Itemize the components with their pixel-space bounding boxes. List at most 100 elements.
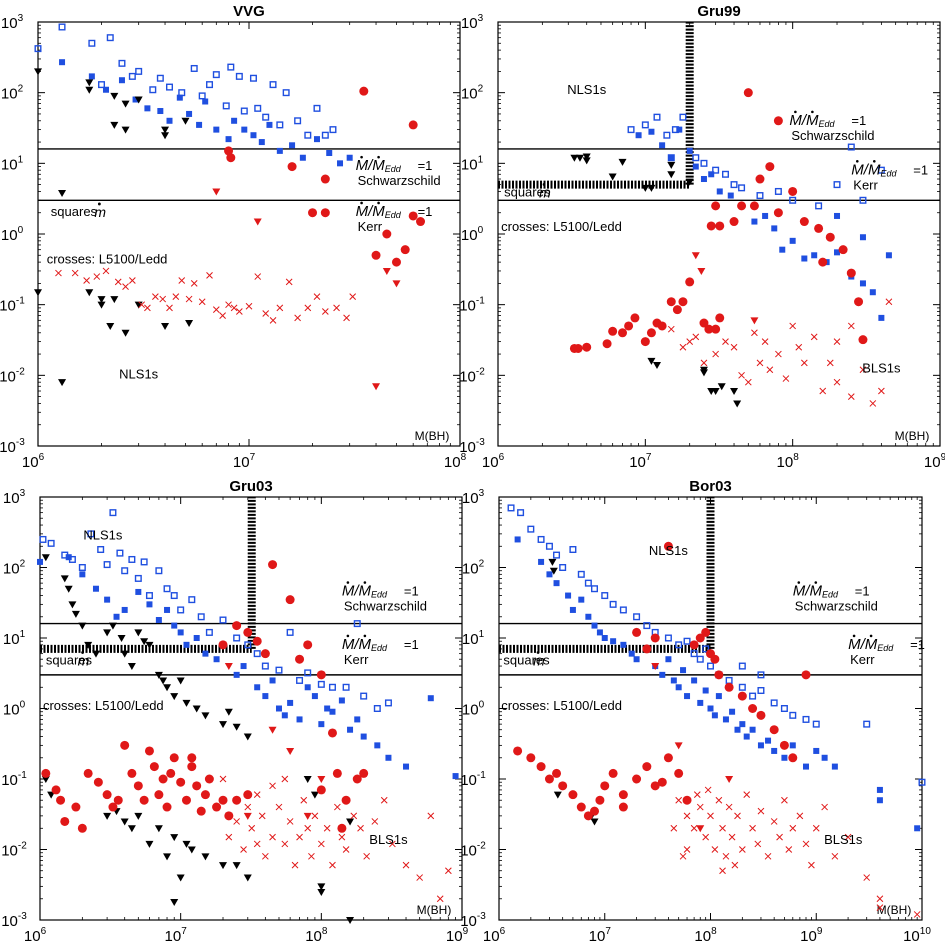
data-point-open-square <box>47 539 55 547</box>
data-point-filled-circle <box>287 162 297 172</box>
data-point-filled-circle <box>108 802 118 812</box>
eddington-label: M/MEdd <box>356 155 402 174</box>
data-point-filled-triangle <box>181 117 190 125</box>
data-point-filled-square <box>59 59 66 66</box>
data-point-filled-triangle <box>201 853 210 861</box>
data-point-filled-square <box>834 249 841 256</box>
data-point-open-square <box>328 683 336 691</box>
data-point-cross <box>757 807 765 815</box>
data-point-filled-circle <box>755 174 765 184</box>
data-point-cross <box>185 295 193 303</box>
data-point-cross <box>258 812 266 820</box>
data-point-filled-triangle <box>140 638 149 646</box>
data-point-filled-square <box>337 160 344 167</box>
data-point-filled-triangle <box>224 708 233 716</box>
data-point-cross <box>738 371 745 379</box>
data-point-filled-triangle <box>117 635 126 642</box>
data-point-cross <box>102 267 110 275</box>
data-point-cross <box>730 343 738 351</box>
data-point-filled-triangle <box>187 846 196 854</box>
data-point-cross <box>754 840 762 848</box>
data-point-filled-square <box>596 629 603 636</box>
data-point-open-square <box>384 699 392 707</box>
data-point-filled-circle <box>568 790 578 800</box>
data-point-filled-circle <box>773 208 783 218</box>
data-point-filled-square <box>591 622 598 629</box>
data-point-filled-circle <box>181 795 191 805</box>
data-point-open-square <box>633 613 641 621</box>
data-point-filled-square <box>311 693 318 700</box>
data-point-open-square <box>877 166 885 174</box>
data-point-cross <box>761 338 769 345</box>
data-point-filled-triangle <box>121 329 130 337</box>
data-point-filled-circle <box>714 670 724 680</box>
data-point-open-square <box>545 542 553 550</box>
data-point-filled-square <box>665 656 672 663</box>
data-point-filled-triangle <box>182 699 191 707</box>
data-point-filled-square <box>132 96 139 103</box>
data-point-open-square <box>166 83 174 91</box>
data-point-filled-triangle <box>176 677 185 685</box>
data-point-cross <box>789 824 797 832</box>
data-point-filled-circle <box>408 120 418 130</box>
data-point-filled-circle <box>650 781 660 791</box>
data-point-filled-circle <box>682 795 692 805</box>
data-point-cross <box>796 812 804 820</box>
x-axis-label: M(BH) <box>415 429 450 443</box>
data-point-filled-triangle <box>641 184 650 192</box>
mdot-dot <box>542 183 546 186</box>
data-point-cross <box>427 812 435 820</box>
data-point-filled-triangle <box>346 818 355 826</box>
data-point-filled-triangle <box>699 366 708 374</box>
data-point-filled-square <box>700 176 707 183</box>
data-point-filled-square <box>452 773 459 780</box>
data-point-filled-circle <box>632 774 642 784</box>
data-point-filled-circle <box>657 777 667 787</box>
data-point-filled-circle <box>650 633 660 643</box>
data-point-open-square <box>692 154 700 162</box>
data-point-filled-triangle <box>192 705 201 713</box>
data-point-cross <box>693 791 701 798</box>
data-point-cross <box>269 316 277 324</box>
data-point-filled-circle <box>825 232 835 242</box>
data-point-open-square <box>109 509 117 517</box>
data-point-filled-square <box>648 128 655 135</box>
data-point-cross <box>304 824 312 832</box>
data-point-open-square <box>140 558 148 566</box>
data-point-cross <box>756 359 764 367</box>
data-point-cross <box>281 840 289 848</box>
data-point-filled-square <box>803 763 810 770</box>
data-point-filled-triangle <box>134 812 143 820</box>
data-point-cross <box>262 852 269 860</box>
data-point-filled-triangle <box>346 917 355 924</box>
data-point-filled-square <box>565 592 572 599</box>
data-point-open-square <box>725 676 733 684</box>
x-tick-label: 107 <box>589 926 612 945</box>
data-point-filled-square <box>233 671 240 678</box>
annotation: NLS1s <box>83 527 123 542</box>
data-point-open-square <box>774 187 782 195</box>
data-point-filled-circle <box>711 201 721 211</box>
data-point-filled-triangle-red <box>674 742 683 750</box>
data-point-filled-square <box>196 121 203 128</box>
data-point-filled-circle <box>608 326 618 336</box>
data-point-filled-triangle <box>549 567 558 575</box>
x-tick-label: 107 <box>165 926 188 945</box>
data-point-cross <box>782 375 790 382</box>
data-point-cross <box>230 304 238 312</box>
data-point-open-square <box>738 184 746 192</box>
data-point-cross <box>876 904 884 911</box>
data-point-cross <box>878 387 885 395</box>
data-point-filled-circle <box>341 795 351 805</box>
data-point-cross <box>764 852 772 860</box>
data-point-filled-triangle <box>185 320 194 328</box>
data-point-open-square <box>757 671 765 679</box>
data-point-cross <box>696 803 704 811</box>
data-point-filled-triangle <box>570 154 579 162</box>
eddington-sub: Kerr <box>344 652 369 667</box>
data-point-cross <box>308 852 315 860</box>
data-point-cross <box>281 775 289 783</box>
data-point-filled-circle <box>769 725 779 735</box>
data-point-filled-triangle <box>161 322 170 330</box>
